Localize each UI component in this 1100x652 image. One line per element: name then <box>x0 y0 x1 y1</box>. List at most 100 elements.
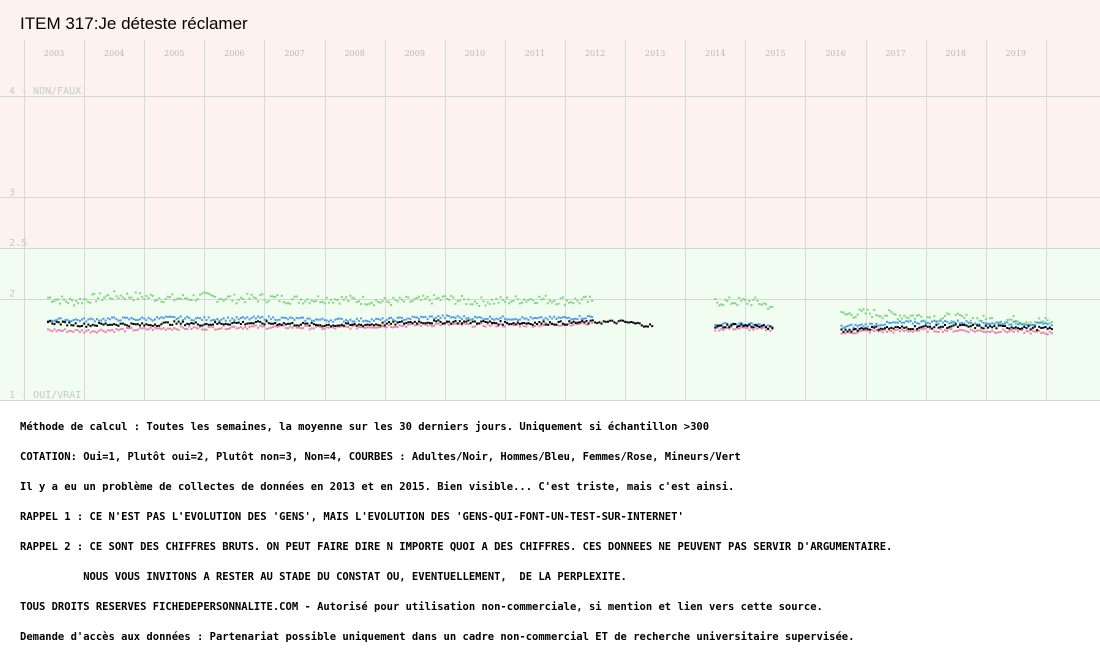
data-point <box>166 315 169 318</box>
data-point <box>465 303 468 306</box>
data-point <box>134 323 137 326</box>
data-point <box>852 332 855 335</box>
data-point <box>345 322 348 325</box>
data-point <box>439 324 442 327</box>
data-point <box>278 300 281 303</box>
data-point <box>49 329 52 332</box>
data-point <box>1006 319 1009 321</box>
data-point <box>284 317 287 319</box>
data-point <box>1040 327 1043 329</box>
data-point <box>952 330 955 333</box>
data-point <box>121 316 124 319</box>
data-point <box>242 320 244 323</box>
data-point <box>452 320 455 323</box>
data-point <box>83 317 86 320</box>
data-point <box>375 299 378 302</box>
data-point <box>913 320 916 323</box>
data-point <box>214 295 217 298</box>
data-point <box>512 322 515 325</box>
data-point <box>1036 329 1039 332</box>
data-point <box>433 319 436 322</box>
data-point <box>430 302 433 305</box>
data-point <box>383 320 386 323</box>
data-point <box>74 318 77 321</box>
data-point <box>74 328 77 331</box>
data-point <box>463 315 466 318</box>
data-point <box>566 323 569 326</box>
data-point <box>334 325 337 327</box>
data-point <box>615 322 618 325</box>
data-point <box>1046 327 1049 330</box>
data-point <box>407 317 410 320</box>
data-point <box>222 299 225 302</box>
data-point <box>139 292 141 295</box>
data-point <box>993 325 996 328</box>
data-point <box>325 319 328 322</box>
data-point <box>379 301 382 304</box>
data-point <box>293 318 296 321</box>
data-point <box>495 297 498 300</box>
data-point <box>744 324 747 327</box>
data-point <box>385 326 388 329</box>
data-point <box>534 302 536 304</box>
data-point <box>233 325 236 328</box>
data-point <box>199 325 202 328</box>
data-point <box>1010 318 1013 321</box>
data-point <box>409 323 412 325</box>
data-point <box>166 327 169 330</box>
data-point <box>377 300 380 303</box>
data-point <box>514 323 517 326</box>
data-point <box>332 324 335 327</box>
data-point <box>212 323 214 326</box>
data-point <box>939 318 942 321</box>
data-point <box>584 323 587 326</box>
data-point <box>557 302 560 305</box>
y-tick-label: 2.5 <box>9 238 27 249</box>
x-tick-label: 2019 <box>1006 49 1026 58</box>
data-point <box>568 301 571 304</box>
data-point <box>848 328 851 331</box>
data-point <box>540 324 543 327</box>
data-point <box>141 322 144 325</box>
data-point <box>422 316 425 319</box>
data-point <box>846 325 849 328</box>
data-point <box>877 315 880 318</box>
data-point <box>722 322 725 325</box>
data-point <box>997 331 1000 334</box>
data-point <box>400 320 403 323</box>
data-point <box>561 316 564 319</box>
data-point <box>308 317 311 320</box>
data-point <box>842 311 845 314</box>
data-point <box>392 320 395 323</box>
data-point <box>497 323 500 326</box>
data-point <box>145 319 148 322</box>
data-point <box>424 323 427 326</box>
data-point <box>295 324 298 327</box>
data-point <box>246 292 249 295</box>
data-point <box>1012 327 1015 330</box>
data-point <box>495 317 498 320</box>
data-point <box>218 321 221 324</box>
data-point <box>269 295 272 298</box>
data-point <box>246 316 249 319</box>
data-point <box>357 326 360 329</box>
data-point <box>126 324 129 327</box>
data-point <box>132 329 135 332</box>
data-point <box>101 299 104 301</box>
data-point <box>396 321 399 324</box>
data-point <box>368 326 371 329</box>
data-point <box>976 329 979 332</box>
data-point <box>327 301 330 304</box>
data-point <box>746 302 749 305</box>
data-point <box>458 322 461 325</box>
data-point <box>486 321 489 324</box>
data-point <box>51 330 54 333</box>
data-point <box>450 322 453 325</box>
data-point <box>280 316 283 319</box>
data-point <box>78 331 81 334</box>
data-point <box>956 319 959 322</box>
data-point <box>216 318 219 320</box>
data-point <box>315 299 317 302</box>
data-point <box>340 323 343 326</box>
data-point <box>115 328 118 330</box>
